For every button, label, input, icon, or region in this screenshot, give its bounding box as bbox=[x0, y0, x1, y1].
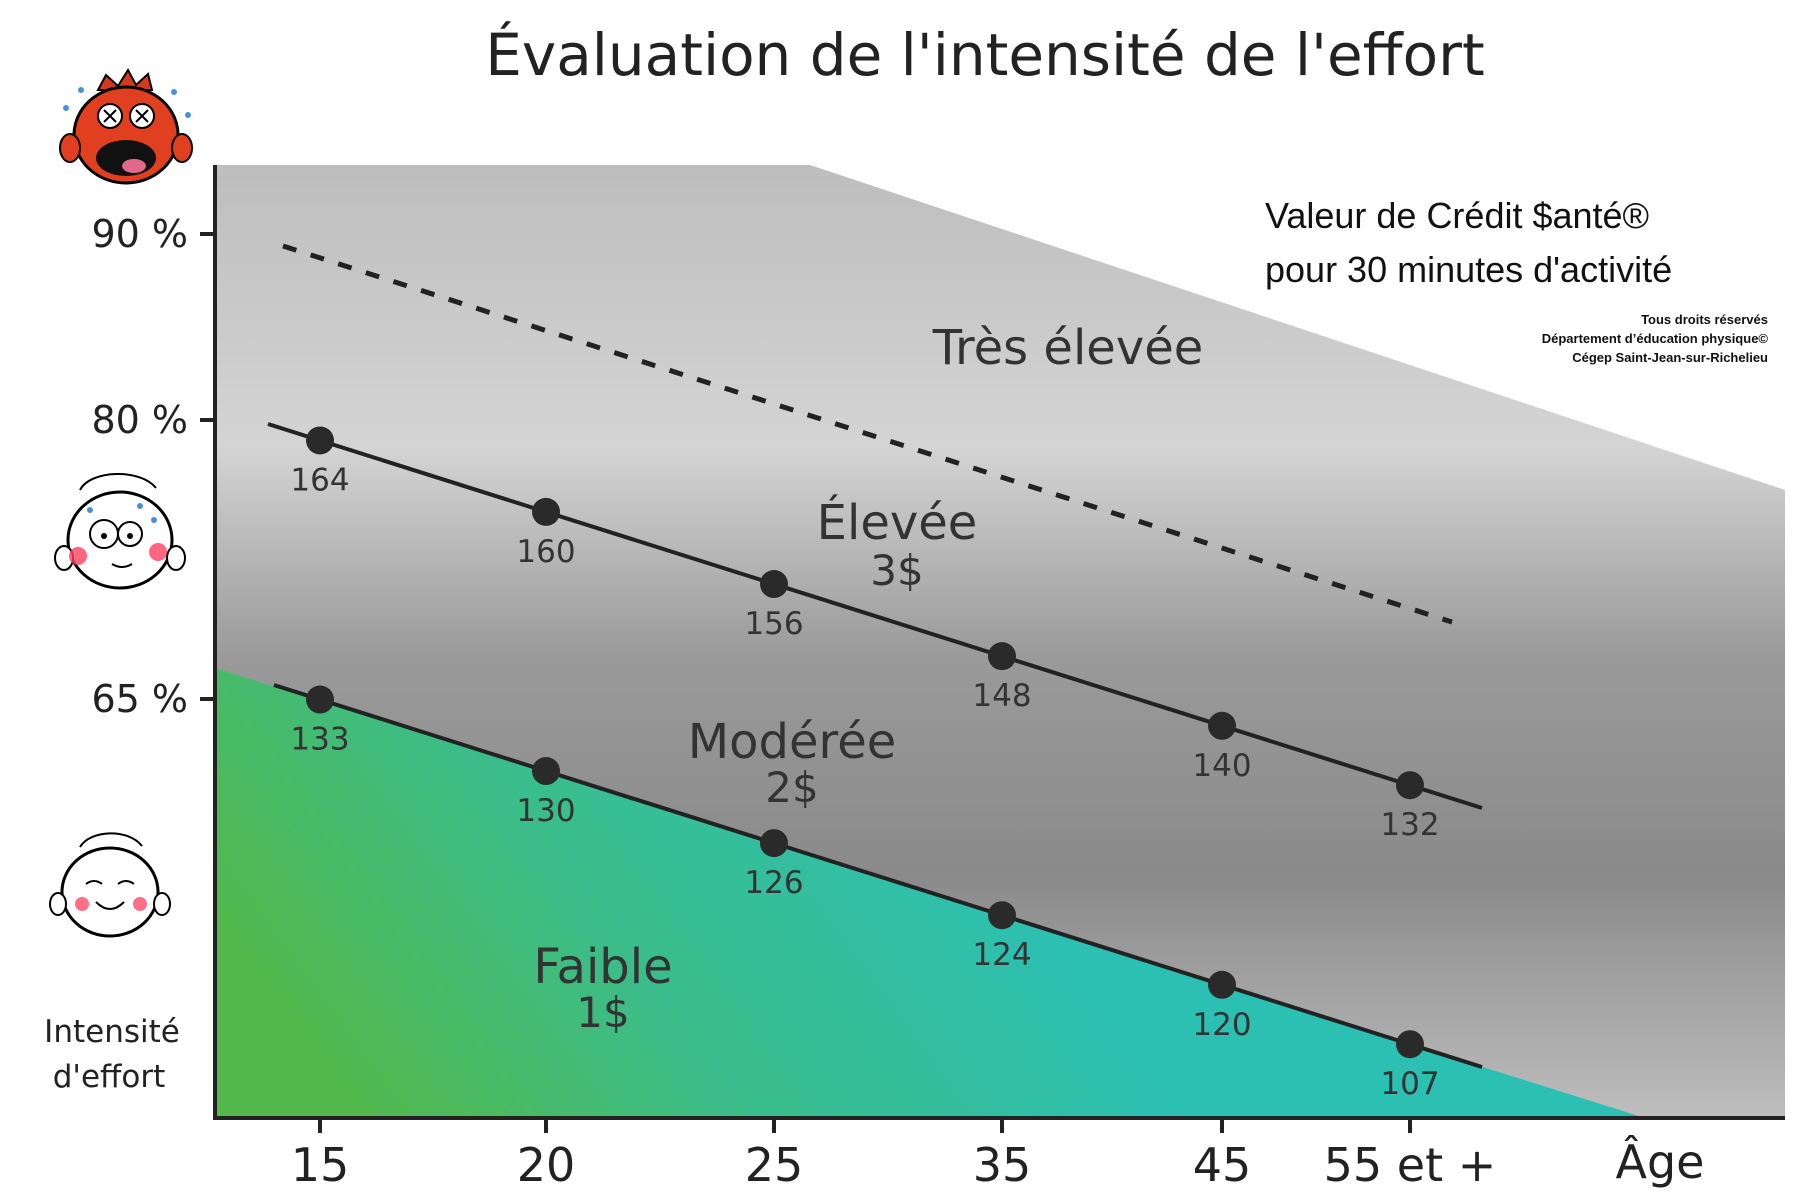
x-tick-label: 15 bbox=[291, 1138, 350, 1192]
data-point bbox=[1208, 711, 1236, 740]
x-tick-label: 25 bbox=[745, 1138, 804, 1192]
data-label: 124 bbox=[972, 937, 1031, 973]
data-point bbox=[760, 570, 788, 599]
data-label: 160 bbox=[516, 534, 575, 570]
data-point bbox=[1396, 1030, 1424, 1059]
y-axis-title-line-2: d'effort bbox=[53, 1059, 166, 1095]
x-tick-label: 55 et + bbox=[1324, 1138, 1497, 1192]
data-point bbox=[306, 426, 334, 455]
data-label: 164 bbox=[290, 462, 349, 498]
zone-label-tres-elevee: Très élevée bbox=[932, 320, 1204, 376]
data-label: 133 bbox=[290, 722, 349, 758]
data-point bbox=[988, 642, 1016, 671]
calm-face-icon bbox=[49, 832, 171, 938]
zone-value-faible: 1$ bbox=[576, 988, 629, 1037]
x-ticks: 15 20 25 35 45 55 et + bbox=[291, 1118, 1497, 1192]
x-tick-label: 35 bbox=[973, 1138, 1032, 1192]
exhausted-face-icon bbox=[59, 68, 193, 185]
series-line-2 bbox=[273, 683, 1483, 1069]
data-point bbox=[1208, 970, 1236, 999]
zone-value-elevee: 3$ bbox=[870, 546, 923, 595]
data-label: 132 bbox=[1380, 807, 1439, 843]
data-point bbox=[532, 497, 560, 526]
y-tick-label: 90 % bbox=[91, 212, 188, 256]
y-tick-label: 80 % bbox=[91, 398, 188, 442]
data-label: 148 bbox=[972, 678, 1031, 714]
copyright-line-3: Cégep Saint-Jean-sur-Richelieu bbox=[1572, 350, 1768, 365]
zone-label-moderee: Modérée bbox=[688, 714, 897, 770]
y-ticks: 90 % 80 % 65 % bbox=[91, 212, 215, 721]
data-label: 126 bbox=[744, 865, 803, 901]
data-point bbox=[1396, 771, 1424, 800]
credit-line-1: Valeur de Crédit $anté® bbox=[1265, 195, 1649, 236]
data-point bbox=[988, 901, 1016, 930]
zone-label-faible: Faible bbox=[533, 939, 672, 995]
upper-limit-dotted-line bbox=[282, 243, 1453, 625]
series-line-1 bbox=[267, 422, 1483, 810]
zone-value-moderee: 2$ bbox=[765, 763, 818, 812]
y-axis-title-line-1: Intensité bbox=[44, 1014, 180, 1050]
data-label: 130 bbox=[516, 793, 575, 829]
x-tick-label: 20 bbox=[517, 1138, 576, 1192]
credit-line-2: pour 30 minutes d'activité bbox=[1265, 249, 1672, 290]
sweating-face-icon bbox=[54, 473, 186, 590]
zone-label-elevee: Élevée bbox=[817, 494, 978, 551]
x-axis-title: Âge bbox=[1616, 1135, 1705, 1189]
data-label: 107 bbox=[1380, 1066, 1439, 1102]
data-label: 140 bbox=[1192, 748, 1251, 784]
chart-title: Évaluation de l'intensité de l'effort bbox=[485, 20, 1484, 89]
series-group: 164 160 156 148 140 132 133 130 126 124 120 107 bbox=[267, 422, 1483, 1102]
data-label: 120 bbox=[1192, 1007, 1251, 1043]
data-point bbox=[532, 757, 560, 786]
copyright-line-1: Tous droits réservés bbox=[1641, 312, 1768, 327]
x-tick-label: 45 bbox=[1193, 1138, 1252, 1192]
y-tick-label: 65 % bbox=[91, 677, 188, 721]
data-label: 156 bbox=[744, 606, 803, 642]
data-point bbox=[760, 829, 788, 858]
copyright-line-2: Département d’éducation physique© bbox=[1542, 331, 1769, 346]
data-point bbox=[306, 685, 334, 714]
